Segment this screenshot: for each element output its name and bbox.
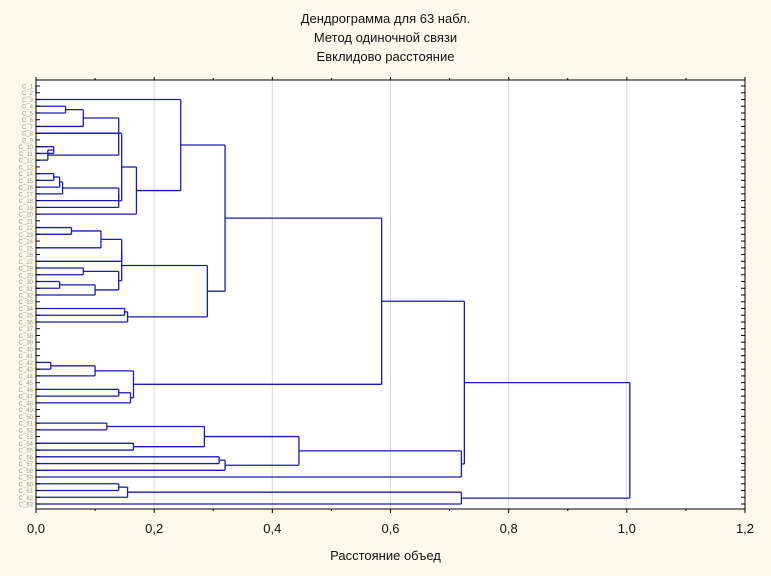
x-tick-label: 0,8 [500, 521, 518, 536]
leaf-label: C_56 [19, 455, 34, 461]
leaf-label: C_49 [19, 408, 34, 414]
leaf-label: C_32 [19, 294, 34, 300]
leaf-label: C_48 [19, 401, 34, 407]
leaf-label: C_41 [19, 354, 34, 360]
leaf-label: C_25 [19, 246, 34, 252]
leaf-label: C_33 [19, 300, 34, 306]
leaf-label: C_19 [19, 206, 34, 212]
chart-title-line-2: Метод одиночной связи [313, 30, 458, 45]
leaf-label: C_24 [19, 240, 34, 246]
leaf-label: C_29 [19, 273, 34, 279]
x-tick-label: 1,2 [736, 521, 754, 536]
chart-title-line-1: Дендрограмма для 63 набл. [300, 11, 471, 26]
leaf-label: C_3 [22, 98, 34, 104]
leaf-label: C_9 [22, 138, 34, 144]
leaf-label: C_15 [19, 179, 34, 185]
leaf-label: C_4 [22, 105, 34, 111]
leaf-label: C_26 [19, 253, 34, 259]
leaf-label: C_38 [19, 334, 34, 340]
leaf-label: C_61 [19, 489, 34, 495]
leaf-label: C_6 [22, 118, 34, 124]
leaf-label: C_52 [19, 428, 34, 434]
leaf-label: C_47 [19, 395, 34, 401]
x-tick-label: 0,6 [381, 521, 399, 536]
leaf-label: C_62 [19, 496, 34, 502]
leaf-label: C_37 [19, 327, 34, 333]
leaf-label: C_5 [22, 111, 34, 117]
leaf-label: C_1 [22, 85, 34, 91]
leaf-label: C_23 [19, 233, 34, 239]
leaf-label: C_27 [19, 260, 34, 266]
x-axis-label: Расстояние объед [330, 548, 441, 563]
leaf-label: C_46 [19, 388, 34, 394]
chart-title-line-3: Евклидово расстояние [316, 49, 455, 64]
x-tick-label: 0,4 [263, 521, 281, 536]
leaf-label: C_11 [19, 152, 34, 158]
leaf-label: C_10 [19, 145, 34, 151]
leaf-label: C_7 [22, 125, 34, 131]
leaf-label: C_42 [19, 361, 34, 367]
leaf-label: C_8 [22, 132, 34, 138]
x-tick-label: 0,0 [27, 521, 45, 536]
leaf-label: C_40 [19, 347, 34, 353]
leaf-label: C_43 [19, 368, 34, 374]
x-tick-label: 0,2 [145, 521, 163, 536]
leaf-label: C_17 [19, 192, 34, 198]
leaf-label: C_54 [19, 442, 34, 448]
leaf-label: C_20 [19, 213, 34, 219]
leaf-label: C_22 [19, 226, 34, 232]
leaf-label: C_55 [19, 449, 34, 455]
x-tick-label: 1,0 [618, 521, 636, 536]
leaf-label: C_16 [19, 186, 34, 192]
leaf-label: C_14 [19, 172, 34, 178]
leaf-label: C_36 [19, 320, 34, 326]
leaf-label: C_39 [19, 341, 34, 347]
leaf-label: C_13 [19, 165, 34, 171]
leaf-label: C_28 [19, 267, 34, 273]
leaf-label: C_12 [19, 159, 34, 165]
leaf-label: C_45 [19, 381, 34, 387]
leaf-label: C_57 [19, 462, 34, 468]
leaf-label: C_18 [19, 199, 34, 205]
leaf-label: C_31 [19, 287, 34, 293]
leaf-label: C_60 [19, 482, 34, 488]
leaf-label: C_34 [19, 307, 34, 313]
leaf-label: C_35 [19, 314, 34, 320]
leaf-label: C_21 [19, 219, 34, 225]
leaf-label: C_50 [19, 415, 34, 421]
leaf-label: C_30 [19, 280, 34, 286]
leaf-label: C_58 [19, 469, 34, 475]
leaf-label: C_2 [22, 91, 34, 97]
leaf-label: C_63 [19, 503, 34, 509]
leaf-label: C_59 [19, 476, 34, 482]
leaf-label: C_44 [19, 374, 34, 380]
leaf-label: C_53 [19, 435, 34, 441]
leaf-label: C_51 [19, 422, 34, 428]
